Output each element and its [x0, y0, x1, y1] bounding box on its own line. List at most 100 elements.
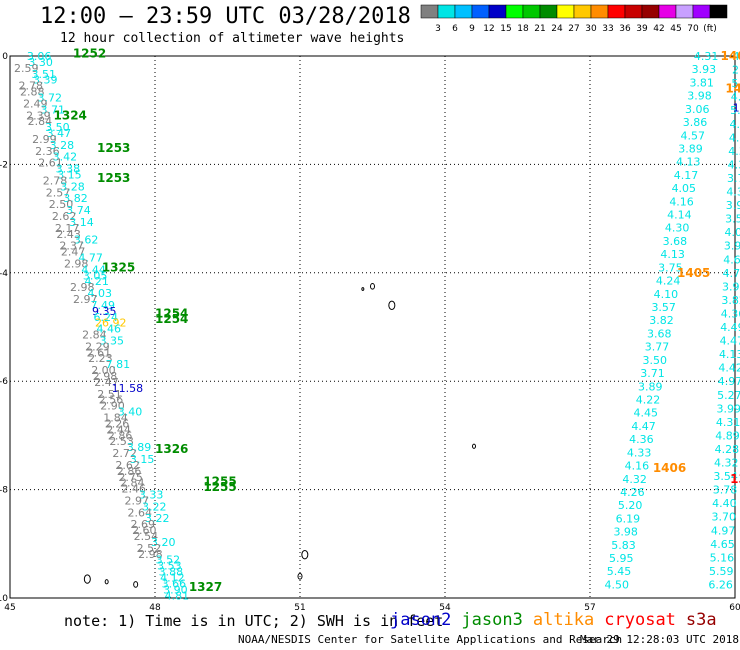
swh-value: 4.37	[728, 158, 740, 171]
swh-value: 2.86	[108, 429, 133, 442]
swh-value: 2.98	[64, 257, 88, 270]
pass-time-label: 1404	[725, 82, 740, 96]
swh-value: 4.65	[710, 538, 735, 551]
swh-value: 6.24	[94, 311, 119, 324]
swh-value: 4.47	[720, 335, 740, 348]
swh-value: 4.30	[665, 222, 690, 235]
pass-time-label: 1254	[155, 312, 188, 326]
swh-value: 5.83	[611, 539, 636, 552]
swh-value: 4.57	[681, 129, 706, 142]
swh-value: 4.12	[160, 572, 185, 585]
y-tick-label: -8	[0, 486, 8, 496]
swh-value: 4.28	[715, 443, 740, 456]
swh-value: 6.19	[616, 512, 641, 525]
swh-value: 4.13	[719, 348, 740, 361]
swh-value: 3.72	[38, 91, 63, 104]
colorbar-label: 18	[517, 24, 529, 34]
swh-value: 3.98	[613, 526, 638, 539]
swh-value: 5.95	[609, 552, 634, 565]
swh-value: 2.98	[93, 370, 118, 383]
swh-value: 1.84	[103, 412, 128, 425]
swh-value: 4.16	[669, 195, 694, 208]
island-outline	[472, 443, 476, 449]
swh-value: 4.44	[81, 263, 106, 276]
swh-value: 2.57	[46, 186, 71, 199]
swh-value: 4.77	[78, 251, 103, 264]
swh-value: 3.47	[47, 127, 72, 140]
sat-s3a: s3a	[685, 610, 717, 630]
swh-value: 3.62	[74, 234, 99, 247]
swh-value: 2.62	[115, 459, 139, 472]
altimeter-map: 4548515457600-2-4-6-8-103.063.302.593.51…	[0, 46, 740, 610]
island-outline	[133, 581, 139, 588]
swh-value: 3.54	[713, 470, 738, 483]
swh-value: 4.14	[667, 209, 692, 222]
swh-value: 4.78	[723, 267, 740, 280]
swh-value: 3.82	[63, 192, 88, 205]
swh-value: 3.68	[663, 235, 688, 248]
swh-value: 2.59	[14, 62, 39, 75]
map-frame	[9, 55, 736, 599]
swh-value: 4.36	[721, 307, 740, 320]
swh-value: 11.58	[112, 382, 144, 395]
swh-value: 3.14	[69, 216, 94, 229]
swh-value: 2.54	[134, 530, 159, 543]
swh-value: 2.36	[35, 145, 60, 158]
island-outline	[83, 574, 91, 584]
swh-value: 4.31	[733, 50, 740, 63]
swh-value: 2.47	[94, 376, 119, 389]
swh-value: 3.22	[145, 512, 170, 525]
swh-value: 2.98	[138, 548, 163, 561]
swh-value: 3.68	[647, 327, 672, 340]
pass-time-label: 1405	[677, 266, 710, 280]
colorbar-label: 33	[602, 24, 613, 34]
swh-value: 2.72	[112, 447, 137, 460]
swh-value: 9.35	[92, 305, 117, 318]
swh-value: 4.81	[165, 589, 190, 602]
swh-value: 2.64	[128, 506, 152, 519]
swh-value: 4.90	[731, 91, 740, 104]
swh-value: 26.92	[95, 317, 127, 330]
swh-value: 7.81	[106, 358, 131, 371]
swh-value: 3.93	[692, 63, 717, 76]
colorbar-label: 42	[653, 24, 664, 34]
island-outline	[370, 283, 375, 290]
pass-time-label: 1253	[97, 171, 130, 185]
island-outline	[301, 549, 309, 560]
swh-value: 2.51	[97, 388, 122, 401]
swh-value: 3.78	[713, 484, 738, 497]
colorbar-label: 9	[469, 24, 475, 34]
swh-value: 5.20	[618, 499, 643, 512]
swh-value: 3.89	[638, 380, 663, 393]
generated-timestamp: Mar 29 12:28:03 UTC 2018	[580, 633, 739, 646]
swh-value: 3.82	[649, 314, 674, 327]
swh-value: 2.75	[118, 471, 143, 484]
swh-value: 2.50	[49, 198, 74, 211]
swh-value: 3.53	[157, 560, 182, 573]
swh-value: 2.44	[106, 423, 131, 436]
swh-value: 5.20	[730, 104, 740, 117]
swh-value: 3.33	[139, 489, 164, 502]
map-title: 12:00 – 23:59 UTC 03/28/2018	[40, 4, 411, 29]
swh-value: 3.06	[27, 50, 51, 63]
swh-value: 5.59	[709, 565, 734, 578]
colorbar-label: 45	[670, 24, 681, 34]
island-outline	[361, 287, 365, 291]
swh-value: 5.45	[607, 565, 632, 578]
swh-value: 3.75	[658, 261, 683, 274]
swh-value: 5.16	[710, 551, 735, 564]
island-outline	[104, 579, 109, 585]
pass-time-label: 13	[730, 472, 740, 486]
swh-value: 4.21	[84, 275, 109, 288]
swh-value: 2.17	[55, 222, 80, 235]
colorbar-label: 15	[500, 24, 511, 34]
swh-value: 4.22	[636, 393, 661, 406]
swh-value: 5.2	[731, 77, 740, 90]
colorbar-swatch	[709, 4, 728, 19]
swh-value: 2.61	[38, 157, 63, 170]
y-tick-label: -10	[0, 594, 8, 604]
swh-value: 2.78	[19, 80, 44, 93]
swh-value: 4.32	[714, 457, 739, 470]
colorbar-label: 12	[483, 24, 494, 34]
swh-value: 2.61	[87, 346, 112, 359]
